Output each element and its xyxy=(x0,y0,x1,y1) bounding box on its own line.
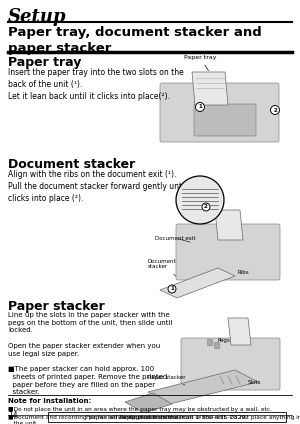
Text: 2: 2 xyxy=(204,204,208,209)
Circle shape xyxy=(202,203,210,211)
Text: Paper stacker: Paper stacker xyxy=(148,376,185,385)
Text: Paper tray: Paper tray xyxy=(8,56,81,69)
Text: 1: 1 xyxy=(170,287,174,292)
Text: Paper stacker: Paper stacker xyxy=(8,300,105,313)
Text: 2: 2 xyxy=(273,108,277,112)
Text: Ribs: Ribs xyxy=(237,270,249,274)
Text: Pegs: Pegs xyxy=(218,338,231,343)
Text: Paper tray, document stacker and
paper stacker: Paper tray, document stacker and paper s… xyxy=(8,26,262,55)
FancyBboxPatch shape xyxy=(194,104,256,136)
Circle shape xyxy=(176,176,224,224)
Circle shape xyxy=(271,106,280,114)
Text: For fax advantage assistance, call 1-800-435-7329.: For fax advantage assistance, call 1-800… xyxy=(86,415,248,419)
Polygon shape xyxy=(148,370,258,404)
FancyBboxPatch shape xyxy=(48,412,286,422)
Circle shape xyxy=(168,285,176,293)
Text: Align with the ribs on the document exit (¹).
Pull the document stacker forward : Align with the ribs on the document exit… xyxy=(8,170,194,203)
Text: ■Do not place the unit in an area where the paper tray may be obstructed by a wa: ■Do not place the unit in an area where … xyxy=(8,407,272,412)
Text: Document stacker: Document stacker xyxy=(8,158,135,171)
Text: Setup: Setup xyxy=(8,8,67,26)
Text: Paper stacker extender: Paper stacker extender xyxy=(120,415,184,420)
FancyBboxPatch shape xyxy=(160,83,279,142)
FancyBboxPatch shape xyxy=(208,340,212,346)
Text: Slots: Slots xyxy=(248,380,261,385)
FancyBboxPatch shape xyxy=(181,338,280,390)
Text: Document
stacker: Document stacker xyxy=(148,259,177,276)
Text: 14: 14 xyxy=(8,411,18,420)
FancyBboxPatch shape xyxy=(176,224,280,280)
Polygon shape xyxy=(192,72,228,105)
Text: 1: 1 xyxy=(198,104,202,109)
Polygon shape xyxy=(160,268,235,298)
Text: Paper tray: Paper tray xyxy=(184,55,216,71)
Polygon shape xyxy=(228,318,251,345)
Circle shape xyxy=(196,103,205,112)
Text: ■Document and recording paper will be ejected from the front of the unit. Do not: ■Document and recording paper will be ej… xyxy=(8,415,300,424)
Text: Insert the paper tray into the two slots on the
back of the unit (¹).
Let it lea: Insert the paper tray into the two slots… xyxy=(8,68,184,100)
Text: Line up the slots in the paper stacker with the
pegs on the bottom of the unit, : Line up the slots in the paper stacker w… xyxy=(8,312,172,396)
Polygon shape xyxy=(215,210,243,240)
FancyBboxPatch shape xyxy=(214,343,220,349)
Text: Document exit: Document exit xyxy=(155,235,196,242)
Polygon shape xyxy=(125,393,172,413)
Text: Note for installation:: Note for installation: xyxy=(8,398,91,404)
